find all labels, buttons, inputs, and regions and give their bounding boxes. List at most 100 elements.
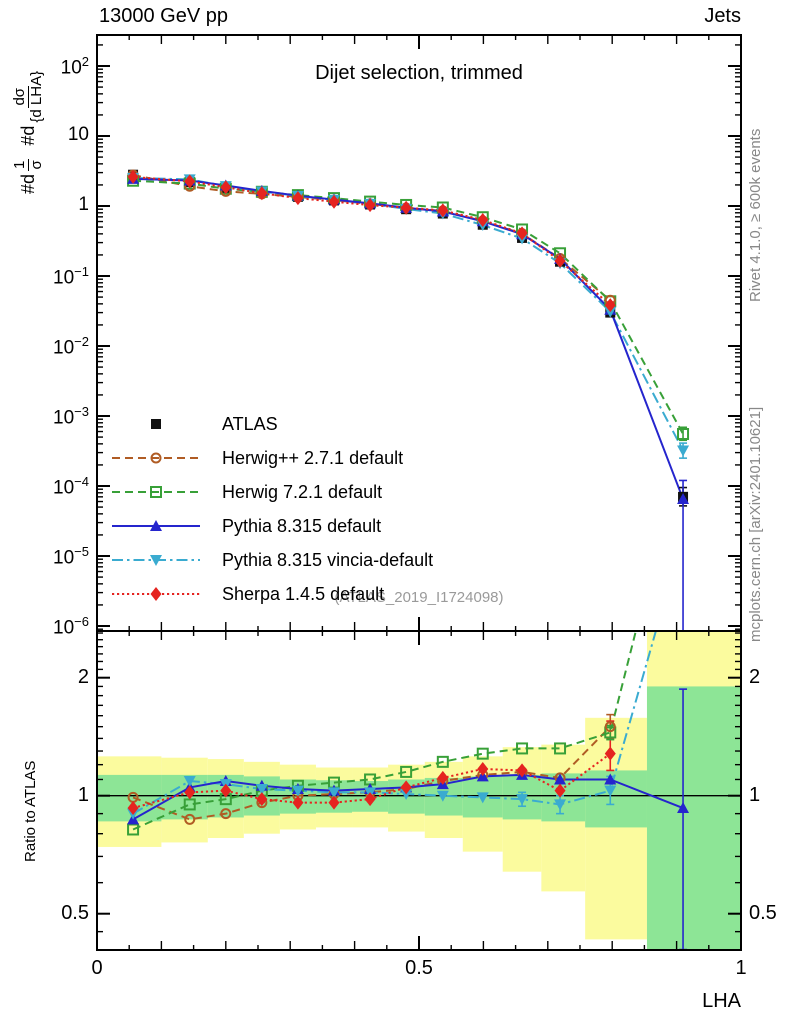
- legend-label-herwig7: Herwig 7.2.1 default: [222, 481, 383, 502]
- ylabel-prefix1: #d: [17, 173, 38, 194]
- ratio-panel-series: [127, 631, 690, 950]
- marker-vincia: [554, 799, 567, 811]
- marker-sherpa: [328, 194, 340, 209]
- legend-item-herwig7: Herwig 7.2.1 default: [110, 475, 382, 509]
- marker-sherpa: [184, 174, 196, 189]
- marker-vincia: [255, 784, 268, 796]
- marker-vincia: [436, 790, 449, 802]
- marker-sherpa: [292, 191, 304, 206]
- series-line-vincia: [133, 176, 684, 451]
- ratio-ytick-right-2: 2: [749, 665, 761, 688]
- ylabel-den1: σ: [27, 160, 45, 170]
- ratio-ytick-right-1: 1: [749, 783, 761, 806]
- marker-sherpa: [328, 795, 340, 810]
- generator-version-note: Rivet 4.1.0, ≥ 600k events: [747, 128, 764, 302]
- legend-item-vincia: Pythia 8.315 vincia-default: [110, 543, 433, 577]
- marker-vincia: [327, 787, 340, 799]
- marker-herwig7: [554, 742, 567, 755]
- marker-vincia: [604, 785, 617, 797]
- marker-herwig7: [436, 755, 449, 768]
- marker-herwigpp: [184, 813, 196, 825]
- marker-pythia: [604, 773, 617, 785]
- marker-sherpa: [256, 792, 268, 807]
- legend-label-pythia: Pythia 8.315 default: [222, 515, 382, 536]
- legend-sample-pythia: [112, 520, 200, 531]
- marker-herwig7: [127, 823, 140, 836]
- main-ytick-1e-5: 10−5: [53, 544, 89, 569]
- marker-herwig7: [476, 747, 489, 760]
- marker-vincia: [516, 794, 529, 806]
- main-ytick-1e-4: 10−4: [53, 474, 89, 499]
- main-ytick-1e-2: 10−2: [53, 334, 89, 359]
- marker-sherpa: [184, 785, 196, 800]
- analysis-id-watermark: (ATLAS_2019_I1724098): [334, 589, 504, 606]
- series-line-pythia: [132, 773, 684, 821]
- series-line-herwig7: [132, 631, 637, 831]
- marker-sherpa: [127, 801, 139, 816]
- marker-sherpa: [220, 783, 232, 798]
- band-green: [161, 774, 208, 820]
- marker-herwig7: [604, 726, 617, 739]
- ratio-ytick-right-0.5: 0.5: [749, 901, 777, 924]
- main-panel-series: [127, 169, 690, 631]
- marker-sherpa: [400, 200, 412, 215]
- legend-label-vincia: Pythia 8.315 vincia-default: [222, 549, 434, 570]
- marker-herwig7: [677, 428, 690, 441]
- legend-sample-herwigpp: [112, 452, 200, 464]
- marker-vincia: [677, 445, 690, 457]
- marker-sherpa: [477, 212, 489, 227]
- main-ytick-1e2: 102: [60, 54, 89, 79]
- xtick-1: 1: [735, 957, 747, 979]
- band-green: [646, 686, 741, 950]
- marker-sherpa: [554, 783, 566, 798]
- mcplots-citation-note: mcplots.cern.ch [arXiv:2401.10621]: [747, 406, 764, 642]
- main-ytick-1e1: 10: [67, 124, 89, 145]
- legend-label-atlas: ATLAS: [222, 413, 278, 434]
- marker-atlas: [151, 419, 161, 429]
- ylabel-num1: 1: [11, 158, 29, 171]
- marker-vincia: [150, 555, 162, 566]
- legend-sample-atlas: [151, 419, 161, 429]
- marker-sherpa: [256, 186, 268, 201]
- marker-sherpa: [554, 253, 566, 268]
- legend-item-pythia: Pythia 8.315 default: [110, 509, 381, 543]
- header-analysis-group: Jets: [704, 5, 741, 27]
- ratio-ytick-left-2: 2: [77, 665, 89, 688]
- marker-sherpa: [604, 746, 616, 761]
- marker-herwig7: [516, 742, 529, 755]
- ratio-ytick-left-1: 1: [77, 783, 89, 806]
- marker-pythia: [677, 493, 690, 505]
- marker-sherpa: [437, 770, 449, 785]
- series-line-vincia: [132, 631, 657, 815]
- marker-sherpa: [220, 180, 232, 195]
- legend-item-herwigpp: Herwig++ 2.7.1 default: [110, 441, 403, 475]
- legend-label-herwigpp: Herwig++ 2.7.1 default: [222, 447, 404, 468]
- marker-sherpa: [364, 198, 376, 213]
- marker-sherpa: [477, 761, 489, 776]
- main-ytick-1e-3: 10−3: [53, 404, 89, 429]
- legend-sample-sherpa: [112, 587, 200, 601]
- legend-sample-vincia: [112, 555, 200, 566]
- marker-vincia: [476, 792, 489, 804]
- marker-pythia: [150, 520, 162, 531]
- marker-sherpa: [150, 587, 162, 601]
- marker-vincia: [604, 306, 617, 318]
- band-yellow: [585, 717, 647, 940]
- marker-herwig7: [400, 765, 413, 778]
- legend-item-atlas: ATLAS: [110, 407, 278, 441]
- marker-sherpa: [516, 763, 528, 778]
- legend-sample-herwig7: [112, 486, 200, 498]
- legend-item-sherpa: Sherpa 1.4.5 default: [110, 577, 384, 611]
- series-line-herwig7: [133, 179, 684, 435]
- marker-herwigpp: [604, 721, 616, 733]
- x-axis-label: LHA: [702, 990, 741, 1012]
- main-ytick-1e-6: 10−6: [53, 614, 89, 639]
- ratio-ytick-left-0.5: 0.5: [61, 901, 89, 924]
- main-ytick-1e-1: 10−1: [53, 264, 89, 289]
- marker-sherpa: [437, 203, 449, 218]
- marker-sherpa: [604, 298, 616, 313]
- marker-vincia: [183, 776, 196, 788]
